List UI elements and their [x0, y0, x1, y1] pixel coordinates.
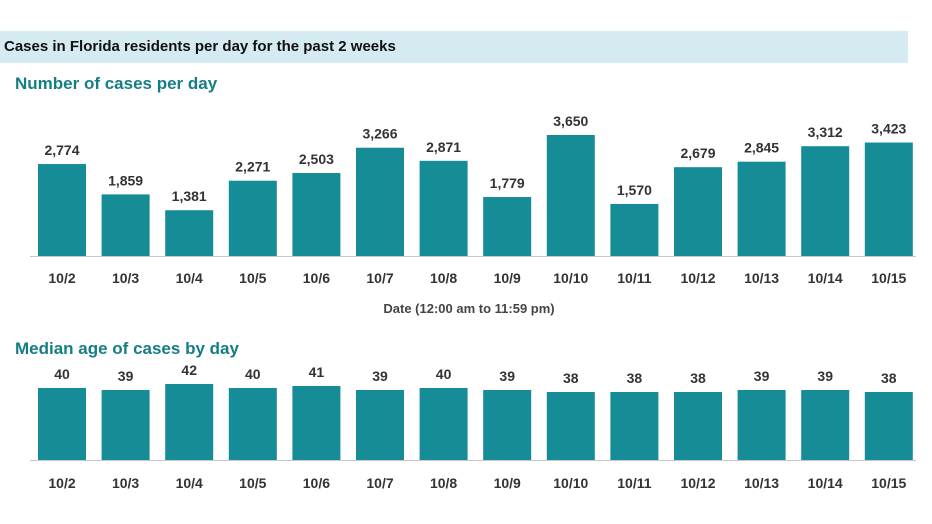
- data-label: 2,871: [426, 139, 461, 155]
- x-tick-label: 10/5: [239, 475, 266, 491]
- bar: [356, 147, 404, 256]
- x-tick-label: 10/15: [871, 270, 906, 286]
- x-tick-label: 10/15: [871, 475, 906, 491]
- x-tick-label: 10/2: [48, 270, 75, 286]
- bar: [292, 386, 341, 460]
- x-tick-label: 10/8: [430, 270, 457, 286]
- age-chart-title: Median age of cases by day: [15, 339, 239, 358]
- bar: [737, 161, 786, 256]
- x-tick-label: 10/7: [366, 270, 393, 286]
- x-tick-label: 10/9: [494, 475, 521, 491]
- bar: [356, 390, 404, 460]
- data-label: 40: [436, 366, 452, 382]
- bar: [801, 146, 850, 256]
- data-label: 3,266: [362, 126, 397, 142]
- data-label: 39: [499, 368, 515, 384]
- data-label: 39: [118, 368, 134, 384]
- x-tick-label: 10/9: [494, 270, 521, 286]
- bar: [228, 180, 277, 256]
- bar: [610, 392, 659, 460]
- data-label: 38: [881, 370, 897, 386]
- bar: [674, 167, 722, 256]
- data-label: 3,312: [808, 124, 843, 140]
- x-tick-label: 10/14: [808, 475, 843, 491]
- page-title: Cases in Florida residents per day for t…: [4, 38, 396, 55]
- x-tick-label: 10/4: [176, 475, 203, 491]
- bar: [864, 392, 913, 460]
- bar: [38, 164, 86, 256]
- bar: [101, 390, 150, 460]
- data-label: 2,271: [235, 159, 270, 175]
- bar: [674, 392, 722, 460]
- x-tick-label: 10/11: [617, 270, 651, 286]
- x-tick-label: 10/6: [303, 475, 330, 491]
- x-tick-label: 10/8: [430, 475, 457, 491]
- data-label: 39: [754, 368, 770, 384]
- data-label: 1,570: [617, 182, 652, 198]
- data-label: 3,650: [553, 113, 588, 129]
- bar: [737, 390, 786, 460]
- data-label: 38: [627, 370, 643, 386]
- bar: [165, 210, 214, 256]
- x-tick-label: 10/3: [112, 270, 139, 286]
- data-label: 38: [563, 370, 579, 386]
- bar: [419, 160, 468, 256]
- x-tick-label: 10/5: [239, 270, 266, 286]
- cases-x-axis-title: Date (12:00 am to 11:59 pm): [383, 301, 554, 316]
- x-tick-label: 10/10: [553, 270, 588, 286]
- data-label: 2,845: [744, 140, 779, 156]
- data-label: 39: [817, 368, 833, 384]
- bar: [228, 388, 277, 460]
- bar: [801, 390, 850, 460]
- bar: [546, 135, 595, 256]
- bar: [483, 197, 532, 256]
- data-label: 2,679: [680, 145, 715, 161]
- x-tick-label: 10/10: [553, 475, 588, 491]
- bar: [292, 173, 341, 256]
- bar: [419, 388, 468, 460]
- data-label: 2,503: [299, 151, 334, 167]
- bar: [864, 142, 913, 256]
- x-tick-label: 10/11: [617, 475, 651, 491]
- data-label: 1,859: [108, 172, 143, 188]
- data-label: 40: [245, 366, 261, 382]
- x-tick-label: 10/12: [680, 270, 715, 286]
- cases-chart-title: Number of cases per day: [15, 74, 218, 93]
- bar: [101, 194, 150, 256]
- data-label: 38: [690, 370, 706, 386]
- data-label: 1,779: [490, 175, 525, 191]
- data-label: 1,381: [172, 188, 207, 204]
- x-tick-label: 10/3: [112, 475, 139, 491]
- x-tick-label: 10/4: [176, 270, 203, 286]
- data-label: 3,423: [871, 121, 906, 137]
- title-banner: Cases in Florida residents per day for t…: [0, 31, 908, 63]
- data-label: 39: [372, 368, 388, 384]
- x-tick-label: 10/14: [808, 270, 843, 286]
- data-label: 40: [54, 366, 70, 382]
- bar: [165, 384, 214, 460]
- data-label: 42: [181, 362, 197, 378]
- x-tick-label: 10/13: [744, 475, 779, 491]
- x-tick-label: 10/13: [744, 270, 779, 286]
- bar: [546, 392, 595, 460]
- bar: [38, 388, 86, 460]
- x-tick-label: 10/12: [680, 475, 715, 491]
- x-tick-label: 10/2: [48, 475, 75, 491]
- bar: [610, 203, 659, 256]
- bar: [483, 390, 532, 460]
- data-label: 41: [309, 364, 325, 380]
- x-tick-label: 10/6: [303, 270, 330, 286]
- x-tick-label: 10/7: [366, 475, 393, 491]
- data-label: 2,774: [44, 142, 79, 158]
